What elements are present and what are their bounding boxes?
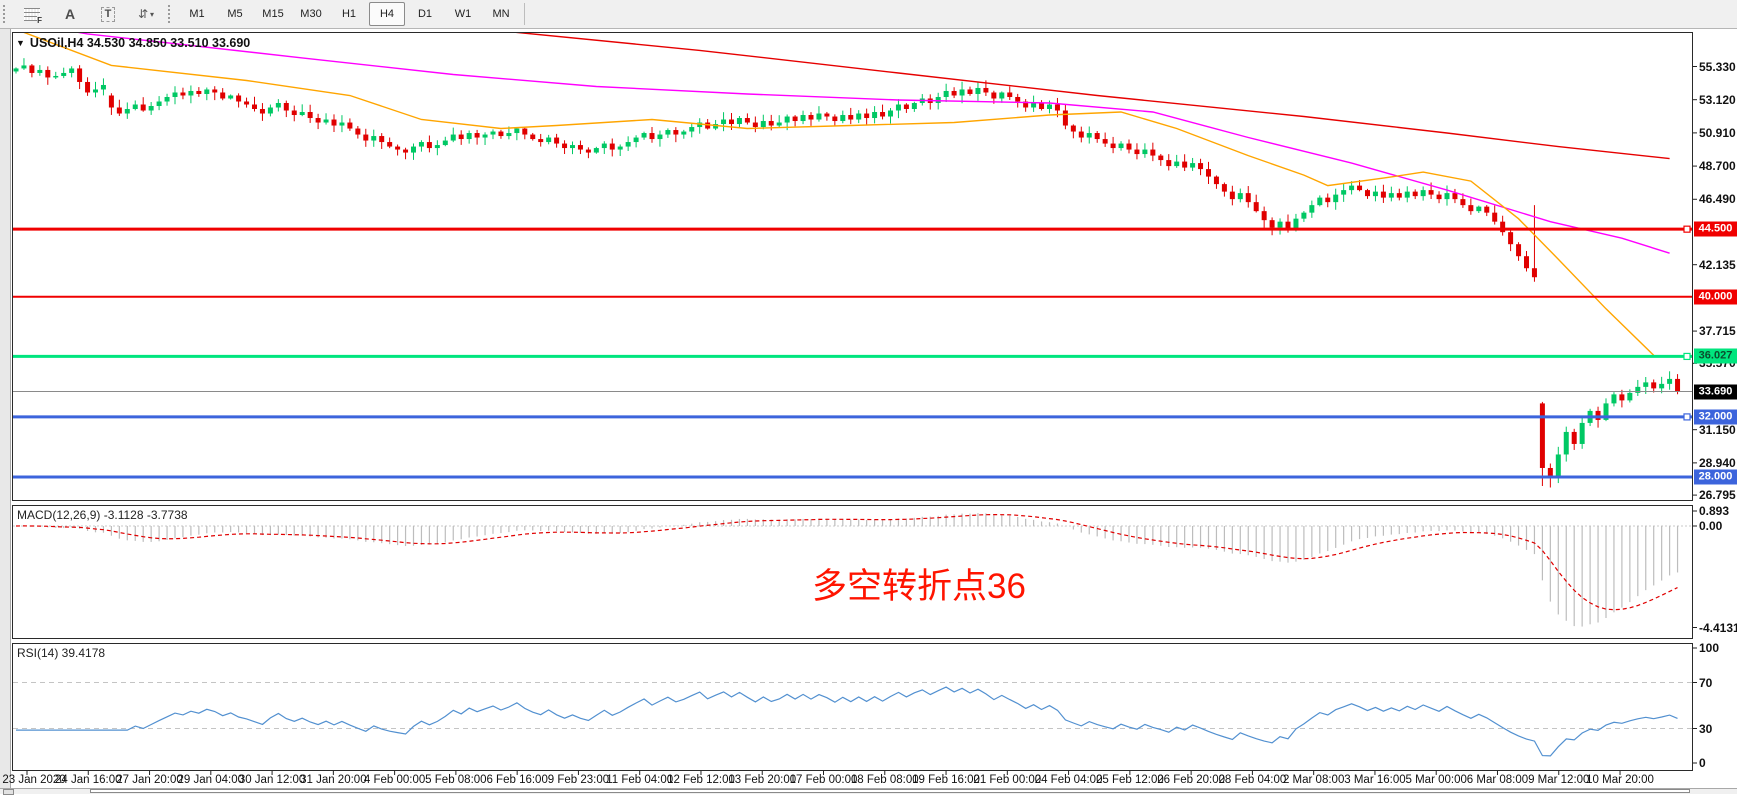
date-axis-label: 10 Mar 20:00 [1586,774,1654,786]
timeframe-button-m30[interactable]: M30 [300,8,322,20]
date-axis-label: 5 Feb 08:00 [425,774,487,786]
chart-text-annotation[interactable]: 多空转折点36 [812,567,1026,606]
price-axis-tick-label: 31.150 [1699,422,1736,437]
date-axis-label: 13 Feb 20:00 [728,774,797,786]
price-line-label: 28.000 [1694,469,1737,485]
date-axis-label: 5 Mar 00:00 [1405,774,1467,786]
price-line-label: 36.027 [1694,348,1737,364]
date-axis-label: 4 Feb 00:00 [363,774,426,786]
date-axis-label: 6 Feb 16:00 [486,774,548,786]
rsi-indicator-label: RSI(14) 39.4178 [17,646,106,660]
date-axis-label: 18 Feb 08:00 [850,774,919,786]
date-axis-label: 2 Mar 08:00 [1282,774,1345,786]
text-tool-icon[interactable]: T [90,2,126,26]
timeframe-button-h4[interactable]: H4 [369,2,405,26]
templates-grid-icon[interactable]: F [14,2,50,26]
current-price-label: 33.690 [1694,384,1737,400]
timeframe-button-m1[interactable]: M1 [189,8,205,20]
date-axis-label: 19 Feb 16:00 [912,774,980,786]
date-axis-label: 31 Jan 20:00 [300,774,367,786]
rsi-line [16,686,1678,757]
date-axis-label: 26 Feb 20:00 [1157,774,1226,786]
date-axis-label: 23 Jan 2020 [2,774,66,786]
price-axis-tick-label: 42.135 [1699,257,1736,272]
window-left-edge [0,28,11,788]
macd-histogram [23,513,1679,627]
rsi-panel[interactable] [12,643,1693,771]
price-axis-tick-label: 26.795 [1699,488,1736,503]
chevron-down-icon[interactable]: ▼ [16,38,25,48]
date-axis-label: 28 Feb 04:00 [1218,774,1287,786]
price-axis-tick-label: 46.490 [1699,192,1736,207]
timeframe-button-m15[interactable]: M15 [262,8,284,20]
hline-handle[interactable] [1683,352,1691,361]
ma-mid-magenta[interactable] [16,22,1670,254]
price-axis-tick-label: 28.940 [1699,455,1736,470]
date-axis-label: 21 Feb 00:00 [973,774,1042,786]
toolbar-drag-handle[interactable] [3,5,10,23]
toolbar: F A T ⇵ ▾ M1 M5 M15 M30 H1 H4 D1 W1 MN [0,0,1737,29]
date-axis-label: 6 Mar 08:00 [1466,774,1529,786]
hline-handle[interactable] [1683,413,1691,421]
date-axis-label: 29 Jan 04:00 [177,774,245,786]
toolbar-icon-group: F A T ⇵ ▾ [13,2,165,26]
price-axis-tick-label: 48.700 [1699,159,1736,174]
date-axis-label: 9 Feb 23:00 [547,774,610,786]
macd-panel[interactable] [12,505,1693,639]
price-axis-tick-label: 50.910 [1699,125,1736,140]
price-line-label: 44.500 [1694,221,1737,237]
rsi-axis-label: 0 [1699,756,1706,770]
arrange-windows-icon[interactable]: ⇵ ▾ [137,7,155,21]
date-axis-label: 30 Jan 12:00 [238,774,306,786]
date-axis-label: 12 Feb 12:00 [667,774,735,786]
price-axis-tick-label: 55.330 [1699,59,1736,74]
macd-axis-label: 0.00 [1699,519,1723,533]
macd-axis-label: -4.4131 [1699,620,1737,635]
date-axis-label: 24 Feb 04:00 [1034,774,1103,786]
rsi-axis-label: 70 [1699,675,1713,690]
timeframe-button-d1[interactable]: D1 [417,8,433,20]
price-line-label: 32.000 [1694,409,1737,425]
price-axis-tick-label: 37.715 [1699,324,1736,339]
horizontal-scrollbar-thumb[interactable] [90,789,1690,793]
date-axis-label: 9 Mar 12:00 [1528,774,1590,786]
timeframe-button-mn[interactable]: MN [492,8,510,20]
candlesticks [13,58,1681,488]
timeframe-button-m5[interactable]: M5 [227,8,243,20]
main-chart-panel[interactable] [12,32,1693,501]
toolbar-drag-handle-2[interactable] [168,5,175,23]
toolbar-group-border [524,3,525,25]
macd-indicator-label: MACD(12,26,9) -3.1128 -3.7738 [17,508,188,522]
date-axis-label: 25 Feb 12:00 [1095,774,1164,786]
price-axis-tick-label: 53.120 [1699,92,1736,107]
chart-title: ▼ USOil,H4 34.530 34.850 33.510 33.690 [16,36,251,50]
font-tool-icon[interactable]: A [64,6,76,22]
date-axis-label: 3 Mar 16:00 [1344,774,1406,786]
date-axis-label: 27 Jan 20:00 [116,774,183,786]
ma-slow-red[interactable] [334,11,1670,160]
price-line-label: 40.000 [1694,289,1737,305]
macd-axis-label: 0.893 [1699,504,1730,518]
timeframe-button-h1[interactable]: H1 [341,8,357,20]
date-axis-label: 11 Feb 04:00 [606,774,674,786]
rsi-axis-label: 100 [1699,641,1720,655]
date-axis-label: 17 Feb 00:00 [789,774,858,786]
hline-handle[interactable] [1683,225,1691,233]
timeframe-button-group: M1 M5 M15 M30 H1 H4 D1 W1 MN [178,2,520,26]
macd-signal-line [15,513,1678,611]
timeframe-button-w1[interactable]: W1 [454,8,472,20]
ma-fast-orange[interactable] [16,29,1655,356]
date-axis-label: 24 Jan 16:00 [55,774,122,786]
rsi-axis-label: 30 [1699,721,1713,736]
